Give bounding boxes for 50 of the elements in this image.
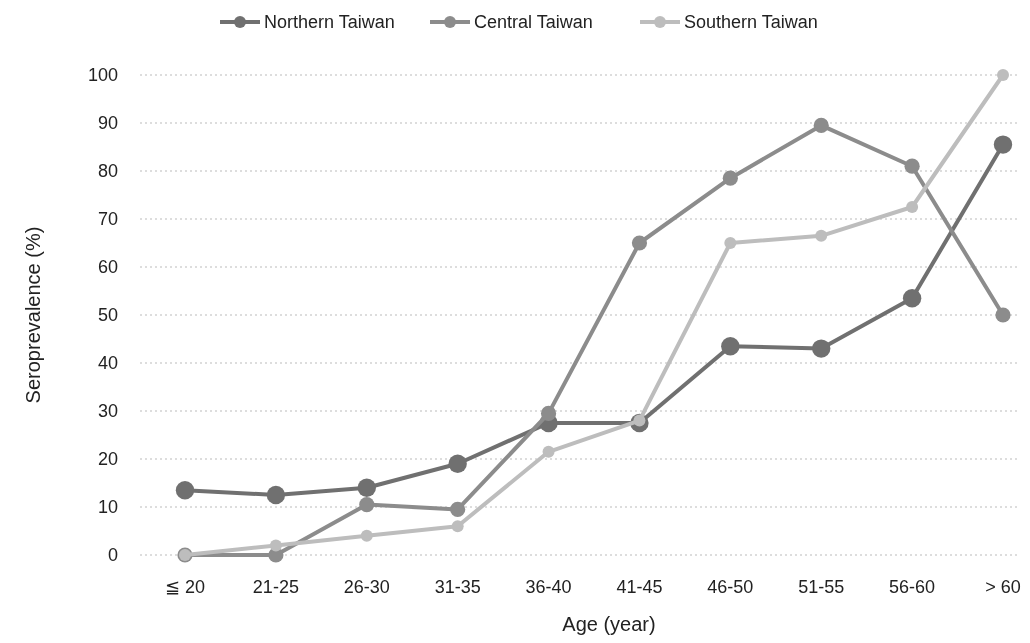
point [631,235,648,251]
point [540,405,557,421]
point [450,501,466,517]
point [542,445,555,458]
x-tick-label: 41-45 [616,577,663,597]
x-axis-title: Age (year) [562,613,656,635]
y-tick-label: 0 [107,545,118,566]
point [815,229,828,242]
y-tick-label: 40 [97,353,118,374]
point [995,307,1011,323]
point [904,158,920,174]
x-tick-label: 31-35 [434,577,481,597]
point [997,69,1009,81]
point [451,520,464,533]
y-tick-label: 10 [97,497,118,518]
point [724,237,737,249]
point [993,135,1013,154]
y-tick-label: 70 [97,209,118,230]
point [721,337,740,356]
y-axis-title: Seroprevalence (%) [22,226,44,404]
x-tick-label: 46-50 [707,577,754,597]
x-tick-label: 36-40 [525,577,572,597]
x-tick-label: 51-55 [798,577,845,597]
y-tick-label: 50 [97,305,118,326]
legend-label: Northern Taiwan [264,12,395,33]
point [269,539,282,552]
x-tick-label: > 60 [985,577,1021,597]
legend-label: Central Taiwan [474,12,593,33]
y-tick-label: 20 [97,449,118,470]
legend-label: Southern Taiwan [684,12,818,33]
y-tick-label: 30 [97,401,118,422]
x-tick-label: 56-60 [889,577,936,597]
y-tick-label: 60 [97,257,118,278]
point [722,170,738,186]
x-tick-label: 26-30 [343,577,390,597]
point [906,201,919,213]
point [360,529,373,542]
x-tick-label: ≦ 20 [164,577,206,597]
point [813,117,829,133]
point [902,289,922,308]
x-tick-label: 21-25 [252,577,299,597]
y-tick-label: 80 [97,161,118,182]
y-tick-label: 100 [87,65,118,86]
point [357,478,376,497]
y-tick-label: 90 [97,113,118,134]
point [266,485,286,505]
point [359,497,375,513]
point [175,481,195,500]
point [812,339,831,358]
point [448,454,467,473]
